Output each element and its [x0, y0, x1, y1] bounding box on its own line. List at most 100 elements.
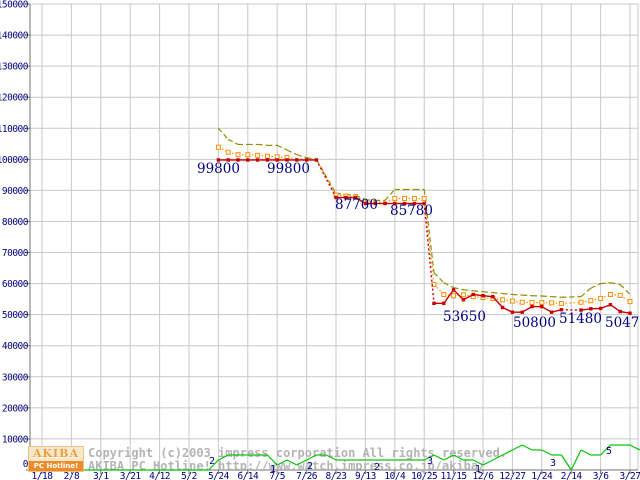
x-axis-label: 3/21: [120, 471, 142, 480]
x-axis-label: 1/24: [531, 471, 553, 480]
price-point-label: 85780: [390, 203, 433, 219]
series-segment-highest-price: [433, 272, 445, 284]
y-axis-label: 70000: [2, 248, 29, 259]
copyright-line1: Copyright (c)2003 impress corporation Al…: [88, 446, 507, 460]
series-segment-highest-price: [286, 149, 298, 156]
marker-average-price: [627, 299, 633, 305]
series-segment-average-price: [365, 200, 376, 203]
series-segment-shop-count: [423, 454, 435, 461]
shop-count-label: 2: [307, 461, 313, 472]
marker-average-price: [500, 297, 506, 303]
y-axis-label: 110000: [0, 124, 29, 135]
series-segment-shop-count: [482, 459, 494, 466]
series-segment-average-price: [355, 196, 366, 202]
marker-lowest-price: [314, 158, 319, 162]
series-highest-price: [217, 127, 631, 298]
series-segment-highest-price: [276, 144, 288, 151]
series-segment-highest-price: [463, 289, 474, 292]
series-segment-highest-price: [551, 296, 562, 298]
x-axis-label: 10/4: [384, 471, 406, 480]
marker-lowest-price: [295, 158, 299, 162]
x-axis-label: 2/8: [64, 471, 80, 480]
marker-average-price: [411, 195, 417, 201]
series-segment-shop-count: [512, 444, 523, 451]
shop-count-label: 2: [374, 462, 380, 473]
series-segment-highest-price: [296, 154, 307, 159]
marker-lowest-price: [246, 158, 250, 162]
shop-count-label: 1: [475, 464, 481, 475]
series-segment-shop-count: [296, 459, 307, 466]
marker-lowest-price: [383, 201, 387, 206]
series-segment-shop-count: [453, 454, 464, 461]
series-segment-highest-price: [561, 296, 582, 298]
marker-lowest-price: [236, 158, 240, 162]
marker-average-price: [617, 292, 623, 298]
series-segment-shop-count: [266, 454, 278, 466]
series-segment-average-price: [423, 198, 435, 285]
marker-lowest-price: [618, 309, 622, 314]
marker-lowest-price: [304, 158, 309, 162]
marker-average-price: [529, 300, 535, 306]
x-axis-label: 11/15: [441, 471, 467, 480]
x-axis-label: 12/27: [499, 471, 525, 480]
series-segment-highest-price: [365, 199, 376, 201]
series-segment-shop-count: [541, 449, 552, 456]
marker-lowest-price: [451, 288, 456, 292]
grid: [26, 3, 639, 474]
price-point-label: 87700: [335, 197, 378, 213]
y-axis-label: 120000: [0, 93, 29, 104]
x-axis-label: 12/6: [473, 471, 495, 480]
marker-average-price: [215, 144, 221, 150]
marker-average-price: [549, 300, 555, 306]
series-segment-highest-price: [600, 282, 611, 285]
series-segment-highest-price: [384, 189, 396, 201]
marker-average-price: [607, 291, 613, 297]
series-segment-highest-price: [473, 290, 484, 293]
marker-average-price: [235, 152, 241, 158]
price-point-label: 51480: [559, 311, 602, 327]
marker-lowest-price: [589, 307, 593, 311]
marker-lowest-price: [402, 201, 407, 206]
marker-lowest-price: [559, 307, 564, 312]
price-point-label: 50800: [513, 315, 556, 331]
x-axis-label: 5/2: [181, 471, 197, 480]
series-segment-shop-count: [580, 449, 592, 456]
marker-lowest-price: [510, 310, 515, 314]
marker-lowest-price: [344, 195, 348, 200]
y-axis-label: 90000: [2, 186, 29, 197]
marker-lowest-price: [255, 158, 260, 162]
y-axis-label: 20000: [2, 403, 29, 414]
marker-average-price: [558, 300, 564, 306]
y-axis-label: 0: [23, 459, 29, 470]
marker-lowest-price: [549, 310, 554, 314]
marker-average-price: [225, 149, 231, 155]
marker-lowest-price: [226, 158, 230, 162]
marker-lowest-price: [334, 195, 338, 200]
shop-count-label: 2: [209, 456, 215, 467]
series-segment-highest-price: [502, 292, 513, 296]
x-axis-label: 9/13: [355, 471, 376, 480]
y-axis-label: 140000: [0, 31, 29, 42]
series-segment-highest-price: [522, 294, 533, 297]
price-point-label: 50470: [605, 315, 640, 331]
akiba-logo-text: AKIBA: [32, 447, 80, 460]
marker-average-price: [392, 195, 398, 201]
y-axis-label: 50000: [2, 310, 29, 321]
marker-average-price: [255, 152, 261, 158]
marker-lowest-price: [579, 308, 583, 312]
y-axis-label: 150000: [0, 0, 29, 11]
y-axis-label: 60000: [2, 279, 29, 290]
series-segment-average-price: [561, 301, 582, 305]
marker-lowest-price: [628, 311, 632, 315]
marker-lowest-price: [275, 158, 279, 162]
marker-lowest-price: [373, 201, 377, 206]
marker-average-price: [460, 292, 466, 298]
series-segment-shop-count: [443, 454, 454, 461]
marker-lowest-price: [608, 303, 613, 307]
marker-average-price: [402, 195, 408, 201]
series-segment-shop-count: [600, 444, 611, 456]
marker-lowest-price: [393, 201, 397, 206]
